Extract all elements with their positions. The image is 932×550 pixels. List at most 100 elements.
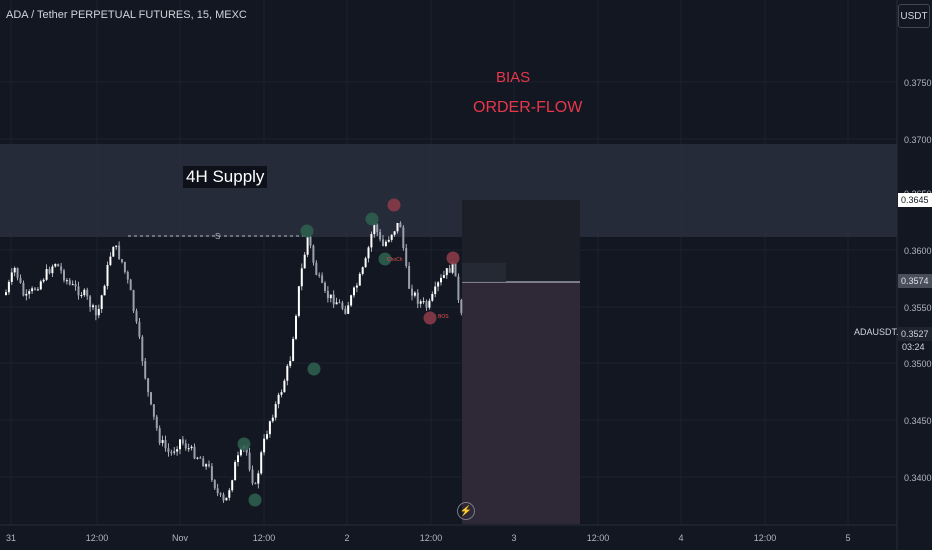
candle-body	[428, 300, 431, 308]
candle-body	[303, 254, 306, 269]
candle-body	[199, 457, 202, 459]
candle-body	[25, 293, 28, 296]
candle-body	[77, 286, 80, 296]
candle-body	[103, 285, 106, 296]
candle-body	[332, 294, 335, 305]
candle-body	[329, 294, 332, 299]
candle-body	[234, 462, 237, 481]
candle-body	[280, 392, 283, 395]
entry-price-badge: 0.3574	[898, 274, 932, 288]
candle-body	[440, 277, 442, 283]
candle-body	[277, 394, 280, 405]
candle-body	[112, 246, 115, 257]
candle-body	[254, 483, 257, 485]
candle-body	[83, 289, 86, 296]
candle-body	[425, 301, 428, 308]
candle-body	[71, 284, 74, 286]
candle-body	[263, 438, 266, 453]
candle-body	[97, 309, 100, 316]
candles	[5, 221, 463, 503]
candle-body	[315, 262, 318, 275]
candle-body	[150, 392, 152, 405]
supply-zone[interactable]	[0, 144, 897, 237]
swing-marker	[446, 251, 460, 265]
candle-body	[42, 279, 45, 282]
candle-body	[274, 404, 277, 418]
candle-body	[48, 268, 51, 274]
candle-body	[16, 267, 19, 278]
time-tick: 5	[845, 533, 851, 543]
currency-button[interactable]: USDT	[898, 4, 930, 28]
candle-body	[295, 315, 297, 339]
candle-body	[13, 267, 16, 273]
time-tick: 31	[5, 533, 17, 543]
candle-body	[184, 443, 187, 449]
candle-body	[451, 262, 454, 273]
candle-body	[126, 272, 129, 280]
lightning-bolt-icon[interactable]: ⚡	[457, 502, 475, 520]
target-price-badge: 0.3645	[898, 193, 932, 207]
candle-body	[350, 295, 353, 306]
swing-marker	[307, 362, 321, 376]
candle-body	[228, 490, 231, 498]
candle-body	[326, 290, 329, 299]
candle-body	[434, 286, 437, 295]
candle-body	[109, 256, 112, 265]
price-tick: 0.3550	[904, 303, 932, 313]
candle-body	[445, 268, 448, 276]
candle-body	[457, 276, 460, 300]
candle-body	[324, 282, 326, 291]
time-tick: 3	[511, 533, 517, 543]
position-stop-box[interactable]	[462, 282, 580, 524]
price-tick: 0.3500	[904, 359, 932, 369]
time-tick: 4	[678, 533, 684, 543]
swing-marker	[365, 212, 379, 226]
candle-body	[376, 224, 379, 233]
choch-label: ChoCh	[387, 257, 403, 263]
candle-body	[413, 292, 416, 296]
candle-body	[132, 290, 135, 312]
swing-marker	[378, 252, 392, 266]
swing-marker	[423, 311, 437, 325]
candle-body	[260, 452, 263, 474]
candle-body	[144, 361, 147, 379]
candle-body	[225, 497, 228, 501]
supply-zone-label: 4H Supply	[183, 166, 268, 188]
candle-body	[60, 266, 63, 271]
candle-body	[173, 451, 176, 453]
candle-body	[382, 239, 384, 247]
candle-body	[202, 458, 205, 467]
candle-body	[74, 284, 77, 287]
candle-body	[121, 259, 123, 262]
candle-body	[347, 305, 350, 314]
candle-body	[179, 439, 181, 450]
swing-marker	[387, 198, 401, 212]
candle-body	[63, 270, 65, 281]
candle-body	[283, 380, 286, 393]
candle-body	[460, 299, 463, 313]
time-tick: 12:00	[419, 533, 443, 543]
candle-body	[399, 222, 402, 228]
time-tick: 12:00	[252, 533, 276, 543]
candle-body	[373, 224, 376, 235]
candle-body	[405, 247, 408, 266]
candle-body	[390, 234, 393, 240]
candle-body	[411, 288, 413, 296]
chart-title: ADA / Tether PERPETUAL FUTURES, 15, MEXC	[6, 9, 247, 21]
candle-body	[92, 305, 94, 308]
candle-body	[286, 365, 289, 381]
candle-body	[135, 311, 138, 322]
candle-body	[387, 239, 390, 242]
candle-body	[86, 289, 89, 297]
candle-body	[187, 448, 190, 450]
current-price-badge: 0.3527	[898, 327, 932, 341]
candle-body	[123, 261, 126, 273]
candle-body	[344, 308, 347, 314]
candle-body	[448, 268, 451, 273]
swing-markers	[237, 198, 460, 507]
candle-body	[384, 241, 387, 247]
candle-body	[22, 282, 25, 296]
bos-label: BOS	[438, 314, 449, 320]
candle-body	[268, 421, 271, 435]
